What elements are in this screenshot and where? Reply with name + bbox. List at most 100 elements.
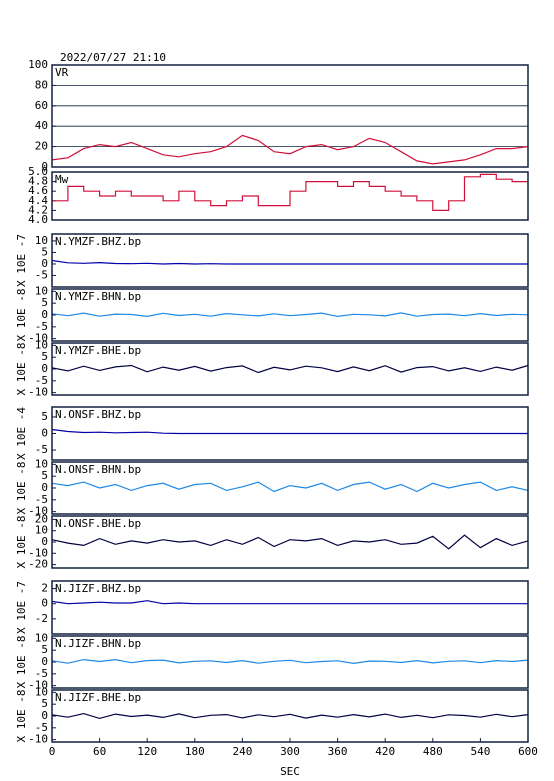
x-tick-label: 540 — [470, 745, 490, 758]
y-tick-label: 40 — [35, 119, 48, 132]
y-tick-label: 5 — [41, 350, 48, 363]
y-tick-label: 0 — [41, 597, 48, 610]
y-tick-label: 2 — [41, 582, 48, 595]
y-axis-label: X 10E -8 — [15, 343, 28, 396]
y-tick-label: 10 — [35, 524, 48, 537]
y-tick-label: 0 — [41, 481, 48, 494]
y-tick-label: 0 — [41, 257, 48, 270]
y-tick-label: -20 — [28, 558, 48, 571]
y-tick-label: -5 — [35, 443, 48, 456]
y-tick-label: 100 — [28, 58, 48, 71]
y-tick-label: 80 — [35, 78, 48, 91]
y-axis-label: X 10E -8 — [15, 636, 28, 689]
series-line — [52, 173, 528, 211]
y-axis-label: X 10E -4 — [15, 407, 28, 460]
series-line — [51, 364, 529, 374]
y-tick-label: -5 — [35, 493, 48, 506]
y-tick-label: 20 — [35, 140, 48, 153]
series-label: N.YMZF.BHZ.bp — [55, 235, 141, 248]
y-tick-label: 5 — [41, 697, 48, 710]
series-line — [51, 600, 528, 605]
x-tick-label: 420 — [375, 745, 395, 758]
series-label: Mw — [55, 173, 69, 186]
x-tick-label: 60 — [93, 745, 106, 758]
y-tick-label: 20 — [35, 512, 48, 525]
series-line — [51, 259, 528, 265]
y-tick-label: -10 — [28, 332, 48, 345]
series-label: N.JIZF.BHZ.bp — [55, 582, 141, 595]
y-tick-label: 4.0 — [28, 213, 48, 226]
series-label: N.ONSF.BHE.bp — [55, 517, 141, 530]
series-line — [51, 134, 529, 165]
y-tick-label: -10 — [28, 386, 48, 399]
y-tick-label: 4.4 — [28, 194, 48, 207]
y-tick-label: -5 — [35, 721, 48, 734]
panel-frame — [51, 342, 529, 396]
series-label: N.JIZF.BHN.bp — [55, 637, 141, 650]
series-label: N.ONSF.BHZ.bp — [55, 408, 141, 421]
x-tick-label: 240 — [232, 745, 252, 758]
series-line — [51, 658, 529, 665]
series-label: N.YMZF.BHN.bp — [55, 290, 141, 303]
panel-frame — [51, 461, 529, 515]
x-tick-label: 360 — [328, 745, 348, 758]
y-axis-label: X 10E -7 — [15, 234, 28, 287]
series-label: N.ONSF.BHN.bp — [55, 463, 141, 476]
chart-title: 2022/07/27 21:10 — [60, 51, 166, 64]
series-label: N.YMZF.BHE.bp — [55, 344, 141, 357]
y-tick-label: -10 — [28, 546, 48, 559]
y-tick-label: 0 — [41, 655, 48, 668]
y-tick-label: 0 — [41, 709, 48, 722]
y-tick-label: 10 — [35, 631, 48, 644]
y-tick-label: -5 — [35, 374, 48, 387]
y-tick-label: 10 — [35, 457, 48, 470]
y-tick-label: 10 — [35, 338, 48, 351]
panel-frame — [51, 406, 529, 461]
y-tick-label: -5 — [35, 667, 48, 680]
y-axis-label: X 10E -8 — [15, 516, 28, 569]
y-tick-label: 10 — [35, 284, 48, 297]
panel-frame — [51, 580, 529, 635]
y-tick-label: 4.6 — [28, 184, 48, 197]
y-tick-label: 0 — [41, 308, 48, 321]
panel-frame — [51, 171, 529, 221]
x-tick-label: 180 — [185, 745, 205, 758]
panel-frame — [51, 288, 529, 342]
y-tick-label: 60 — [35, 99, 48, 112]
panel-frame — [51, 515, 529, 569]
y-tick-label: 0 — [41, 160, 48, 173]
x-tick-label: 120 — [137, 745, 157, 758]
y-tick-label: 10 — [35, 685, 48, 698]
series-line — [51, 481, 529, 493]
y-tick-label: 5 — [41, 296, 48, 309]
panel-frame — [51, 635, 529, 689]
y-tick-label: -5 — [35, 320, 48, 333]
x-axis-label: SEC — [280, 765, 300, 778]
x-tick-label: 600 — [518, 745, 538, 758]
y-tick-label: 5 — [41, 410, 48, 423]
y-tick-label: -2 — [35, 612, 48, 625]
panel-frame — [51, 233, 529, 288]
x-tick-label: 0 — [49, 745, 56, 758]
series-line — [51, 428, 528, 435]
y-axis-label: X 10E -8 — [15, 289, 28, 342]
x-tick-label: 300 — [280, 745, 300, 758]
y-tick-label: 5.0 — [28, 165, 48, 178]
y-tick-label: -10 — [28, 679, 48, 692]
panel-frame — [51, 64, 529, 168]
y-tick-label: -10 — [28, 733, 48, 746]
series-line — [51, 534, 529, 550]
series-label: VR — [55, 66, 69, 79]
y-axis-label: X 10E -7 — [15, 581, 28, 634]
y-tick-label: 0 — [41, 535, 48, 548]
y-tick-label: 5 — [41, 643, 48, 656]
y-tick-label: 4.8 — [28, 175, 48, 188]
y-tick-label: 10 — [35, 234, 48, 247]
y-tick-label: 5 — [41, 469, 48, 482]
y-tick-label: -10 — [28, 505, 48, 518]
series-label: N.JIZF.BHE.bp — [55, 691, 141, 704]
y-tick-label: -5 — [35, 268, 48, 281]
series-line — [51, 712, 529, 720]
y-tick-label: 5 — [41, 245, 48, 258]
